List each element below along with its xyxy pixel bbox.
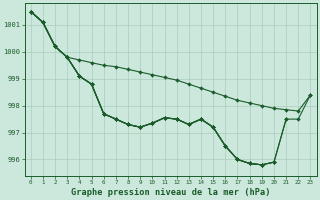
- X-axis label: Graphe pression niveau de la mer (hPa): Graphe pression niveau de la mer (hPa): [71, 188, 270, 197]
